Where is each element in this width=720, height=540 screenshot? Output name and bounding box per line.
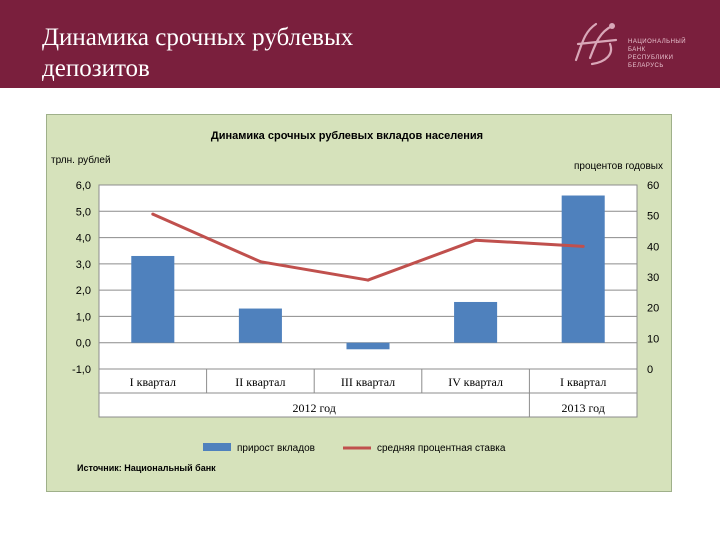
right-tick-label: 20 (647, 303, 659, 315)
bar (454, 301, 498, 343)
slide-title: Динамика срочных рублевых депозитов (42, 24, 354, 82)
legend-swatch-bars (203, 443, 231, 451)
bar (561, 195, 605, 343)
left-tick-label: -1,0 (72, 364, 91, 376)
chart-source: Источник: Национальный банк (77, 463, 216, 473)
category-label: IV квартал (448, 375, 503, 389)
bar (346, 342, 390, 350)
plot-area (98, 184, 638, 370)
right-tick-label: 60 (647, 180, 659, 192)
left-tick-label: 0,0 (76, 338, 91, 350)
left-tick-label: 3,0 (76, 259, 91, 271)
rate-point (581, 244, 585, 248)
rate-point (258, 260, 262, 264)
legend-label-line: средняя процентная ставка (377, 443, 506, 454)
right-tick-label: 0 (647, 364, 653, 376)
slide-header: Динамика срочных рублевых депозитов НАЦИ… (0, 0, 720, 88)
category-label: I квартал (130, 375, 176, 389)
rate-point (151, 212, 155, 216)
chart-panel: Динамика срочных рублевых вкладов населе… (46, 114, 672, 492)
right-tick-label: 40 (647, 241, 659, 253)
group-label: 2013 год (562, 401, 605, 415)
category-label: II квартал (235, 375, 285, 389)
left-axis-label: трлн. рублей (51, 154, 111, 166)
rate-point (474, 238, 478, 242)
left-tick-label: 1,0 (76, 311, 91, 323)
category-label: I квартал (560, 375, 606, 389)
category-label: III квартал (341, 375, 395, 389)
bank-logo-text: НАЦИОНАЛЬНЫЙ БАНК РЕСПУБЛИКИ БЕЛАРУСЬ (628, 39, 687, 69)
left-tick-label: 4,0 (76, 233, 91, 245)
bank-logo-icon (574, 22, 618, 66)
deposit-dynamics-chart: Динамика срочных рублевых вкладов населе… (51, 130, 663, 473)
right-axis-label: процентов годовых (574, 161, 663, 172)
right-tick-label: 50 (647, 211, 659, 223)
legend-label-bars: прирост вкладов (237, 443, 315, 454)
right-tick-label: 10 (647, 333, 659, 345)
chart-title: Динамика срочных рублевых вкладов населе… (211, 130, 483, 142)
rate-point (366, 278, 370, 282)
group-label: 2012 год (293, 401, 336, 415)
right-tick-label: 30 (647, 272, 659, 284)
bar (131, 255, 175, 343)
left-tick-label: 5,0 (76, 206, 91, 218)
bar (238, 308, 282, 343)
left-tick-label: 2,0 (76, 285, 91, 297)
left-tick-label: 6,0 (76, 180, 91, 192)
